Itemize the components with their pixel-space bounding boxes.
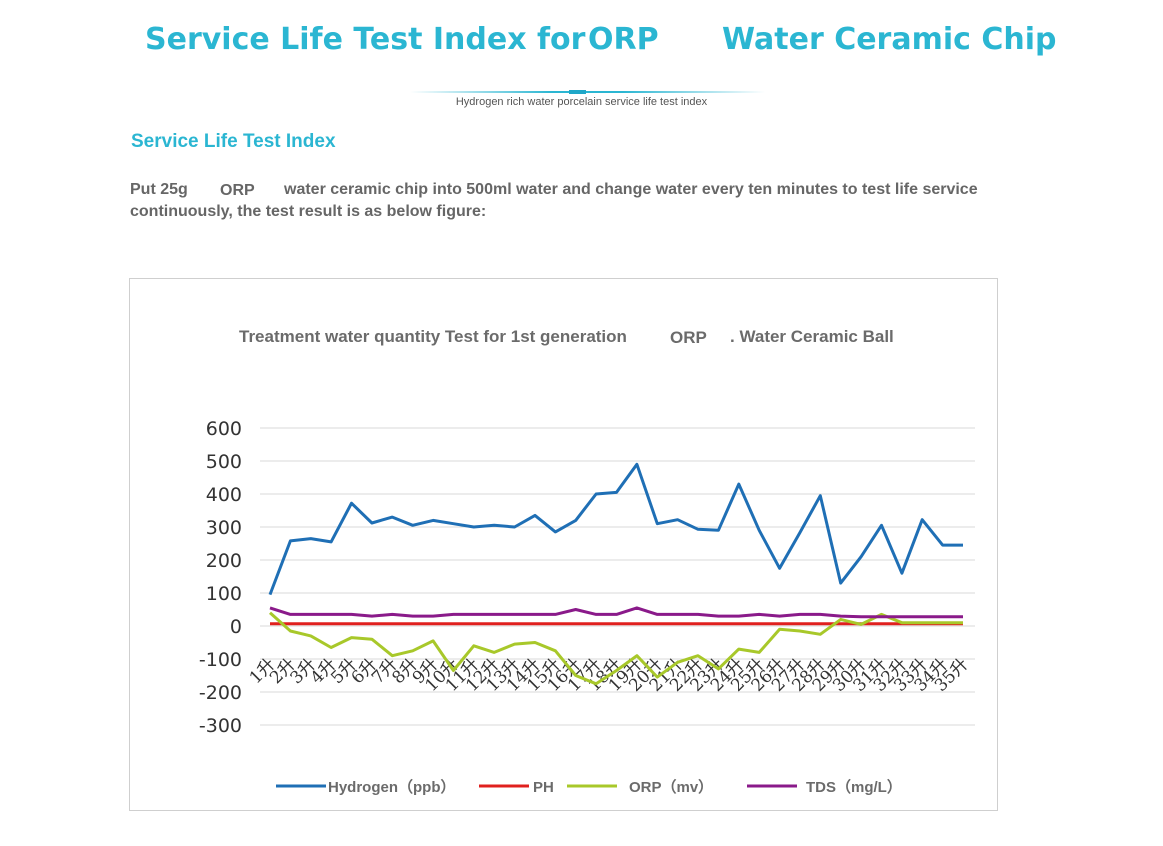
y-tick-label: 200 <box>206 550 242 572</box>
description-part1: Put 25g <box>130 181 188 198</box>
page-subtitle: Hydrogen rich water porcelain service li… <box>455 96 708 108</box>
page-title-orp: ORP <box>588 22 659 57</box>
y-tick-label: -100 <box>199 649 242 671</box>
y-tick-label: -200 <box>199 682 242 704</box>
y-tick-label: 100 <box>206 583 242 605</box>
page-title-part1: Service Life Test Index for <box>145 22 586 57</box>
legend-label: ORP（mv） <box>629 778 713 796</box>
legend-label: TDS（mg/L） <box>806 778 902 796</box>
series-line-hydrogen <box>268 462 963 596</box>
legend-label: PH <box>533 779 554 796</box>
page-title-part2: Water Ceramic Chip <box>722 22 1057 57</box>
chart-frame: Treatment water quantity Test for 1st ge… <box>129 278 998 811</box>
description-part3: continuously, the test result is as belo… <box>130 203 487 220</box>
y-tick-label: 400 <box>206 484 242 506</box>
y-tick-label: 600 <box>206 418 242 440</box>
y-tick-label: 300 <box>206 517 242 539</box>
chart-title-part2: . Water Ceramic Ball <box>730 327 894 346</box>
page-title: Service Life Test Index for ORP Water Ce… <box>0 22 1163 72</box>
series-line-orp <box>269 611 963 686</box>
series-line-tds <box>269 606 963 619</box>
title-divider <box>410 91 765 93</box>
section-heading: Service Life Test Index <box>131 131 336 152</box>
legend-label: Hydrogen（ppb） <box>328 778 456 796</box>
y-tick-label: -300 <box>199 715 242 737</box>
y-tick-label: 0 <box>230 616 242 638</box>
description-part2: water ceramic chip into 500ml water and … <box>284 181 978 198</box>
y-tick-label: 500 <box>206 451 242 473</box>
line-chart: Treatment water quantity Test for 1st ge… <box>199 327 975 796</box>
description-orp: ORP <box>220 182 255 199</box>
title-divider-mark <box>569 90 586 94</box>
chart-title: Treatment water quantity Test for 1st ge… <box>239 327 627 346</box>
chart-title-orp: ORP <box>670 328 707 347</box>
